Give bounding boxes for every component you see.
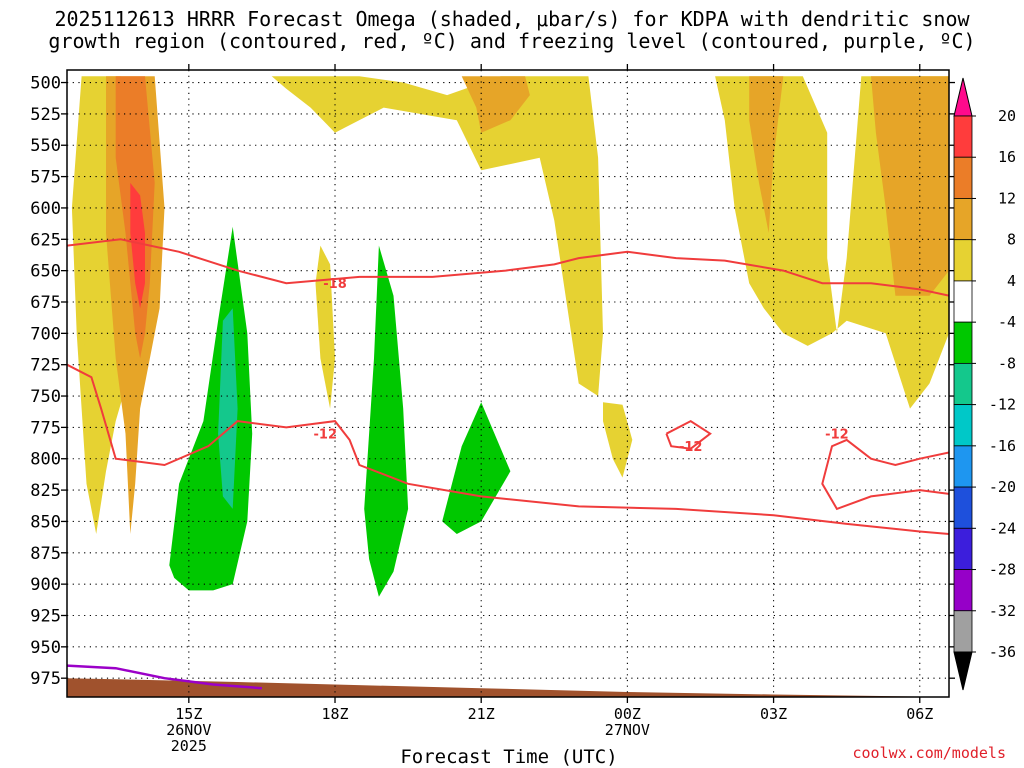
y-tick-label-850: 850 (30, 512, 61, 532)
y-tick-label-675: 675 (30, 293, 61, 313)
y-tick-label-950: 950 (30, 638, 61, 658)
colorbar-label--28: -28 (989, 561, 1016, 579)
y-tick-label-525: 525 (30, 105, 61, 125)
y-tick-label-800: 800 (30, 450, 61, 470)
colorbar-segment-5 (953, 321, 973, 364)
x-tick-label-06Z-0: 06Z (906, 705, 933, 723)
x-tick-label-15Z-2: 2025 (171, 737, 207, 755)
colorbar-bottom-triangle (953, 651, 973, 691)
colorbar-segment-7 (953, 404, 973, 447)
y-tick-label-975: 975 (30, 669, 61, 689)
x-tick-label-21Z-0: 21Z (468, 705, 495, 723)
colorbar-segment-12 (953, 610, 973, 653)
colorbar-label--12: -12 (989, 396, 1016, 414)
colorbar-segment-11 (953, 569, 973, 612)
omega-region-pos8-9 (749, 76, 784, 233)
omega-region-neg4-14 (442, 402, 511, 534)
y-tick-label-925: 925 (30, 606, 61, 626)
omega-region-pos4-7 (603, 402, 633, 478)
y-tick-label-700: 700 (30, 324, 61, 344)
colorbar-segment-10 (953, 527, 973, 570)
chart-title: 2025112613 HRRR Forecast Omega (shaded, … (0, 8, 1024, 52)
y-tick-label-600: 600 (30, 199, 61, 219)
colorbar-top-triangle (953, 77, 973, 117)
colorbar-segment-6 (953, 362, 973, 406)
colorbar-segment-1 (953, 156, 973, 199)
title-line-2: growth region (contoured, red, ºC) and f… (48, 29, 976, 53)
y-tick-label-650: 650 (30, 262, 61, 282)
contour-label-1: -12 (314, 428, 338, 443)
terrain-fill (67, 678, 949, 697)
grid-layer (67, 70, 949, 697)
x-axis-label: Forecast Time (UTC) (400, 746, 618, 768)
x-tick-label-03Z-0: 03Z (760, 705, 787, 723)
dendritic-contour-1 (67, 363, 949, 535)
colorbar-label--4: -4 (998, 313, 1016, 331)
y-tick-label-825: 825 (30, 481, 61, 501)
freezing-level-contour (67, 664, 262, 690)
omega-region-pos16-3 (130, 182, 145, 309)
colorbar-label--24: -24 (989, 519, 1016, 537)
contour-label-3: -12 (825, 428, 849, 443)
omega-region-pos8-5 (461, 76, 530, 133)
omega-shading-layer (67, 76, 949, 697)
colorbar-label--32: -32 (989, 602, 1016, 620)
x-tick-label-15Z-1: 26NOV (166, 721, 211, 739)
y-tick-label-725: 725 (30, 356, 61, 376)
colorbar-legend: 20 16 12 8 4 -4 -8 -12 -16 -20 -24 -28 -32 -36 (953, 77, 1016, 691)
colorbar-label--20: -20 (989, 478, 1016, 496)
omega-region-pos8-10 (871, 76, 949, 296)
colorbar-segment-2 (953, 198, 973, 241)
colorbar-label-12: 12 (998, 189, 1016, 207)
y-axis: 500 525 550 575 600 625 650 675 700 725 750 775 800 8… (30, 74, 955, 689)
contour-layer: -18 -12 -12 -12 (67, 238, 949, 690)
colorbar-label--8: -8 (998, 354, 1016, 372)
colorbar-label-16: 16 (998, 148, 1016, 166)
omega-region-pos4-6 (315, 245, 335, 409)
colorbar-label--16: -16 (989, 437, 1016, 455)
colorbar-segment-4 (953, 280, 973, 323)
colorbar-segment-3 (953, 239, 973, 282)
x-tick-label-00Z-0: 00Z (614, 705, 641, 723)
dendritic-contour-2 (665, 419, 712, 450)
omega-region-pos4-4 (271, 76, 603, 397)
colorbar-segment-0 (953, 115, 973, 158)
y-tick-label-550: 550 (30, 136, 61, 156)
plot-frame (66, 69, 950, 698)
colorbar-label-20: 20 (998, 107, 1016, 125)
colorbar-label--36: -36 (989, 643, 1016, 661)
y-tick-label-575: 575 (30, 168, 61, 188)
dendritic-contour-3 (821, 438, 949, 511)
title-line-1: 2025112613 HRRR Forecast Omega (shaded, … (54, 7, 970, 31)
y-tick-label-775: 775 (30, 418, 61, 438)
colorbar-segment-9 (953, 486, 973, 529)
dendritic-contour-0 (67, 238, 949, 297)
y-tick-label-500: 500 (30, 74, 61, 94)
omega-region-neg4-11 (169, 226, 253, 591)
y-tick-label-625: 625 (30, 230, 61, 250)
contour-label-2: -12 (679, 440, 703, 455)
credit-text: coolwx.com/models (852, 744, 1006, 762)
x-tick-label-15Z-0: 15Z (175, 705, 202, 723)
colorbar-label-8: 8 (1007, 231, 1016, 249)
x-tick-label-00Z-1: 27NOV (605, 721, 650, 739)
colorbar-segment-8 (953, 445, 973, 488)
y-tick-label-750: 750 (30, 387, 61, 407)
y-tick-label-900: 900 (30, 575, 61, 595)
y-tick-label-875: 875 (30, 544, 61, 564)
contour-label-0: -18 (323, 277, 347, 292)
colorbar-label-4: 4 (1007, 272, 1016, 290)
omega-region-neg4-13 (364, 245, 409, 597)
x-tick-label-18Z-0: 18Z (321, 705, 348, 723)
